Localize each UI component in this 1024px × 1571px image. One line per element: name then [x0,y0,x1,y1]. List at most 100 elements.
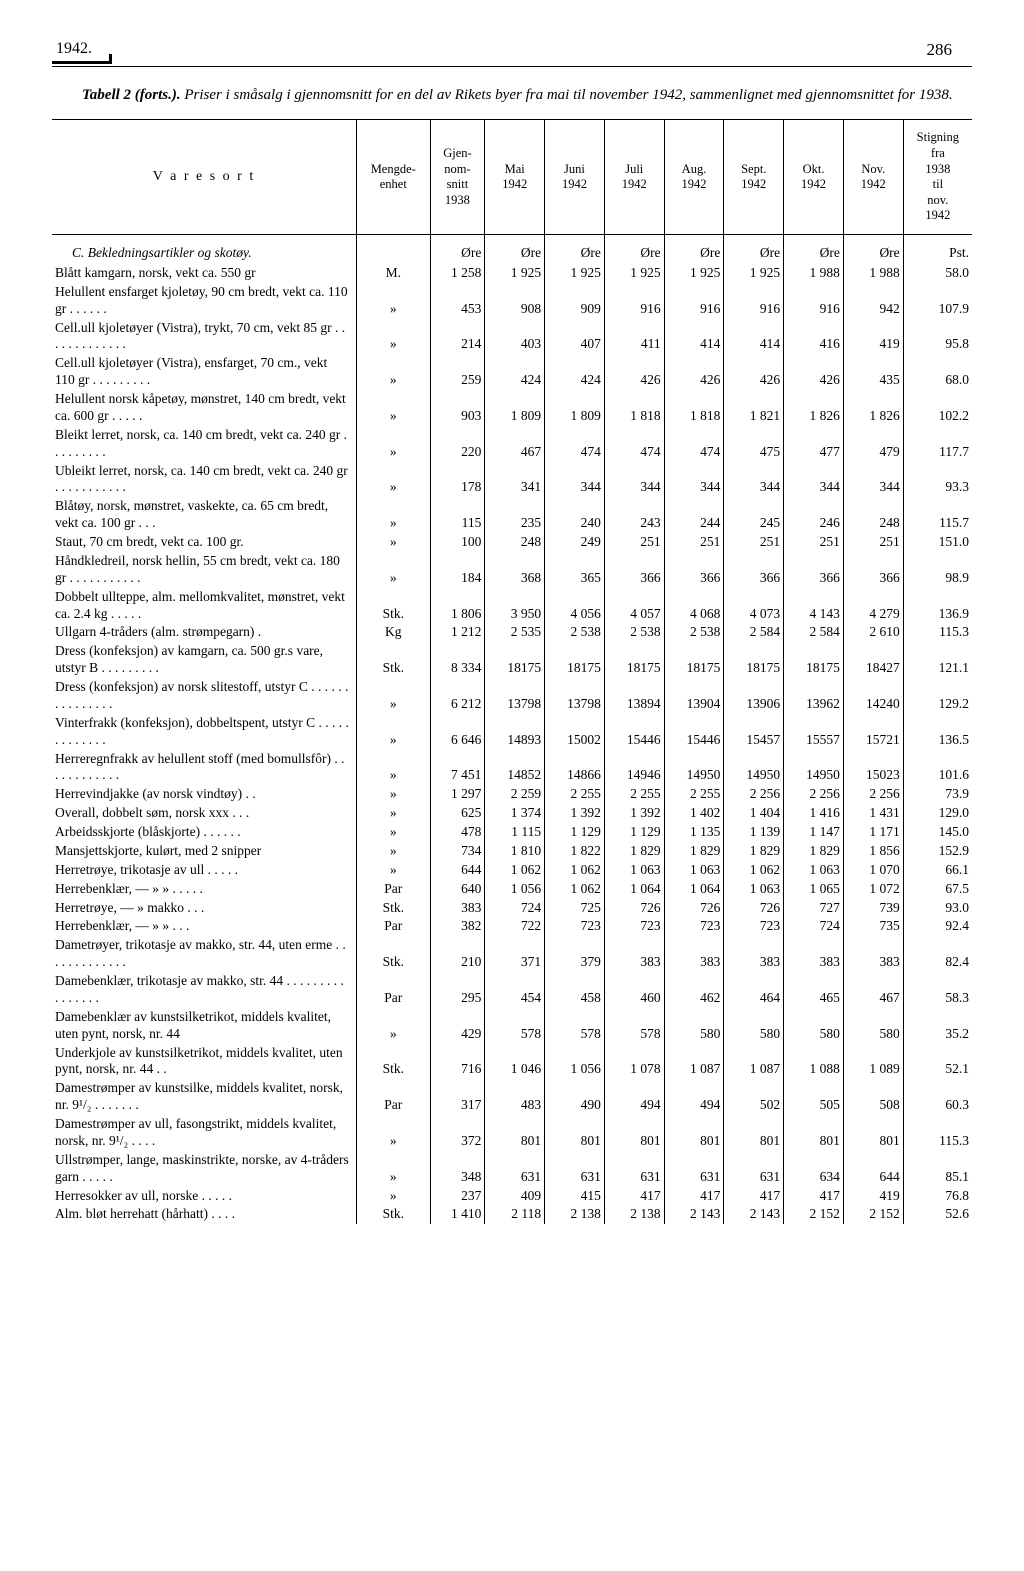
value-cell: 407 [545,319,605,355]
value-cell: 4 279 [843,588,903,624]
table-row: Dress (konfeksjon) av norsk slitestoff, … [52,678,972,714]
value-cell: 1 171 [843,823,903,842]
item-unit: Par [357,1079,431,1115]
value-cell: 801 [843,1115,903,1151]
caption-text: Priser i småsalg i gjennomsnitt for en d… [181,87,953,103]
item-unit: » [357,1151,431,1187]
value-cell: 14240 [843,678,903,714]
value-cell: 411 [604,319,664,355]
value-cell: 723 [664,917,724,936]
value-cell: 578 [545,1008,605,1044]
item-unit: » [357,1115,431,1151]
item-unit: » [357,533,431,552]
value-cell: 580 [724,1008,784,1044]
value-cell: 251 [604,533,664,552]
value-cell: 1 809 [485,390,545,426]
value-cell: 644 [843,1151,903,1187]
item-unit: Kg [357,623,431,642]
col-juni: Juni1942 [545,120,605,235]
item-unit: » [357,842,431,861]
value-cell: 240 [545,497,605,533]
value-cell: 801 [604,1115,664,1151]
value-cell: 100 [430,533,485,552]
value-cell: 2 255 [545,785,605,804]
value-cell: 2 138 [545,1205,605,1224]
item-description: Mansjettskjorte, kulørt, med 2 snipper [52,842,357,861]
value-cell: 1 129 [604,823,664,842]
value-cell: 1 088 [784,1044,844,1080]
value-cell: 2 538 [664,623,724,642]
value-cell: 2 256 [724,785,784,804]
unit-cell: Øre [843,235,903,264]
value-cell: 58.3 [903,972,972,1008]
value-cell: 1 046 [485,1044,545,1080]
page-number: 286 [927,40,973,64]
item-description: Dobbelt ullteppe, alm. mellomkvalitet, m… [52,588,357,624]
value-cell: 474 [604,426,664,462]
value-cell: 76.8 [903,1187,972,1206]
col-aug: Aug.1942 [664,120,724,235]
value-cell: 235 [485,497,545,533]
value-cell: 722 [485,917,545,936]
value-cell: 2 256 [784,785,844,804]
value-cell: 903 [430,390,485,426]
header-row: V a r e s o r t Mengde-enhet Gjen-nom-sn… [52,120,972,235]
item-description: Overall, dobbelt søm, norsk xxx . . . [52,804,357,823]
value-cell: 1 064 [664,880,724,899]
col-varesort: V a r e s o r t [52,120,357,235]
value-cell: 107.9 [903,283,972,319]
value-cell: 409 [485,1187,545,1206]
value-cell: 1 087 [724,1044,784,1080]
value-cell: 2 138 [604,1205,664,1224]
value-cell: 1 829 [604,842,664,861]
value-cell: 631 [545,1151,605,1187]
value-cell: 4 057 [604,588,664,624]
value-cell: 1 072 [843,880,903,899]
value-cell: 508 [843,1079,903,1115]
value-cell: 95.8 [903,319,972,355]
value-cell: 2 584 [784,623,844,642]
item-unit: Par [357,917,431,936]
item-unit: » [357,861,431,880]
value-cell: 801 [664,1115,724,1151]
item-description: Blått kamgarn, norsk, vekt ca. 550 gr [52,264,357,283]
value-cell: 631 [664,1151,724,1187]
value-cell: 580 [784,1008,844,1044]
value-cell: 419 [843,319,903,355]
value-cell: 129.2 [903,678,972,714]
value-cell: 1 925 [724,264,784,283]
item-description: Ubleikt lerret, norsk, ca. 140 cm bredt,… [52,462,357,498]
value-cell: 115.3 [903,623,972,642]
item-unit: Stk. [357,1044,431,1080]
value-cell: 4 143 [784,588,844,624]
value-cell: 1 065 [784,880,844,899]
value-cell: 52.6 [903,1205,972,1224]
value-cell: 210 [430,936,485,972]
item-description: Blåtøy, norsk, mønstret, vaskekte, ca. 6… [52,497,357,533]
value-cell: 1 404 [724,804,784,823]
value-cell: 2 255 [604,785,664,804]
value-cell: 1 925 [604,264,664,283]
value-cell: 3 950 [485,588,545,624]
value-cell: 916 [664,283,724,319]
value-cell: 419 [843,1187,903,1206]
value-cell: 18175 [604,642,664,678]
unit-cell [357,235,431,264]
unit-cell: Øre [724,235,784,264]
value-cell: 1 925 [545,264,605,283]
value-cell: 344 [664,462,724,498]
value-cell: 58.0 [903,264,972,283]
table-row: Herreregnfrakk av helullent stoff (med b… [52,750,972,786]
value-cell: 4 056 [545,588,605,624]
value-cell: 115 [430,497,485,533]
item-description: Herresokker av ull, norske . . . . . [52,1187,357,1206]
col-unit: Mengde-enhet [357,120,431,235]
value-cell: 475 [724,426,784,462]
value-cell: 1 829 [784,842,844,861]
value-cell: 92.4 [903,917,972,936]
item-unit: Par [357,880,431,899]
value-cell: 102.2 [903,390,972,426]
value-cell: 578 [604,1008,664,1044]
value-cell: 725 [545,899,605,918]
value-cell: 724 [784,917,844,936]
